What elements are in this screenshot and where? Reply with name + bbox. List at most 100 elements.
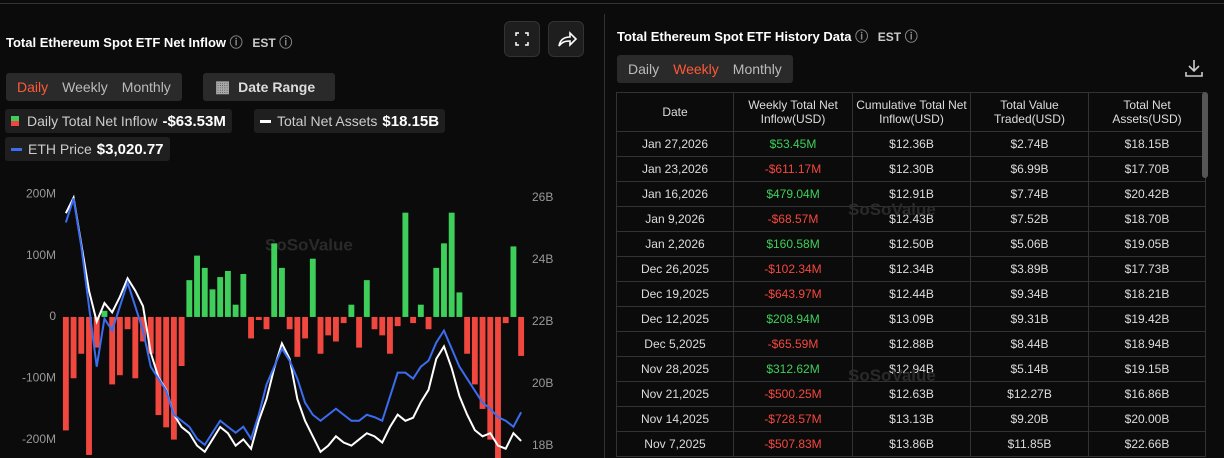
table-cell: $12.43B — [852, 206, 971, 232]
bar — [371, 316, 378, 330]
table-cell: Nov 14,2025 — [616, 406, 734, 432]
table-cell: Dec 12,2025 — [616, 306, 734, 332]
table-cell: $6.99B — [970, 156, 1089, 182]
bar — [518, 316, 525, 356]
table-cell: -$500.25M — [733, 381, 853, 407]
watermark: SoSoValue — [848, 366, 936, 385]
period-tabs: Daily Weekly Monthly — [6, 73, 182, 101]
chart-title: Total Ethereum Spot ETF Net Inflow ⓘ EST… — [6, 35, 293, 50]
bar — [309, 258, 316, 317]
table-cell: $160.58M — [733, 231, 853, 257]
bar — [86, 316, 92, 455]
bar — [471, 316, 478, 385]
column-header: Cumulative Total Net Inflow(USD) — [852, 92, 971, 132]
table-cell: $312.62M — [733, 356, 853, 382]
bar — [194, 255, 200, 317]
bar — [163, 316, 170, 428]
table-cell: $19.15B — [1088, 356, 1206, 382]
legend-value: $18.15B — [382, 112, 440, 130]
tab[interactable]: Monthly — [732, 61, 782, 77]
bar — [317, 316, 324, 354]
top-border — [0, 3, 1224, 4]
bar — [124, 316, 131, 330]
bar — [302, 316, 309, 339]
bar — [333, 316, 339, 342]
table-cell: Dec 26,2025 — [616, 256, 734, 282]
bar — [255, 316, 262, 321]
table-cell: -$728.57M — [733, 406, 853, 432]
y2-tick-label: 26B — [532, 190, 553, 204]
table-cell: -$68.57M — [733, 206, 853, 232]
table-cell: $12.88B — [852, 331, 971, 357]
table-row: Dec 12,2025 $208.94M $13.09B $9.31B $19.42B — [616, 306, 1206, 332]
table-cell: $12.44B — [852, 281, 971, 307]
history-title: Total Ethereum Spot ETF History Data ⓘ E… — [617, 29, 918, 44]
bar — [186, 280, 193, 317]
download-button[interactable] — [1184, 58, 1204, 83]
bar — [379, 316, 386, 336]
bar — [224, 270, 231, 317]
bar — [271, 243, 278, 317]
legend-item[interactable]: Total Net Assets $18.15B — [254, 109, 446, 133]
timezone: EST — [252, 36, 276, 50]
fullscreen-button[interactable] — [504, 21, 540, 57]
tab[interactable]: Daily — [17, 79, 49, 95]
divider — [604, 14, 605, 458]
table-cell: $12.36B — [852, 131, 971, 157]
table-cell: $12.34B — [852, 256, 971, 282]
table-cell: Nov 28,2025 — [616, 356, 734, 382]
column-header: Weekly Total Net Inflow(USD) — [733, 92, 853, 132]
table-cell: $18.21B — [1088, 281, 1206, 307]
scrollbar[interactable] — [1202, 92, 1208, 178]
table-cell: $479.04M — [733, 181, 853, 207]
column-header: Date — [616, 92, 734, 132]
table-cell: $19.42B — [1088, 306, 1206, 332]
table-cell: $18.70B — [1088, 206, 1206, 232]
bar — [387, 316, 393, 354]
table-cell: $16.86B — [1088, 381, 1206, 407]
bar — [286, 316, 293, 330]
bar — [232, 304, 239, 317]
watermark: SoSoValue — [848, 200, 936, 219]
table-cell: $17.73B — [1088, 256, 1206, 282]
table-cell: $9.20B — [970, 406, 1089, 432]
bar — [410, 316, 417, 324]
share-button[interactable] — [548, 21, 584, 57]
bar — [348, 304, 355, 317]
table-cell: Jan 9,2026 — [616, 206, 734, 232]
tab[interactable]: Weekly — [673, 61, 719, 77]
tab[interactable]: Monthly — [121, 79, 171, 95]
table-cell: Jan 27,2026 — [616, 131, 734, 157]
table-cell: $7.74B — [970, 181, 1089, 207]
table-cell: $12.91B — [852, 181, 971, 207]
table-cell: $18.15B — [1088, 131, 1206, 157]
bar — [479, 316, 486, 409]
y2-tick-label: 20B — [532, 376, 553, 390]
tab[interactable]: Weekly — [62, 79, 108, 95]
history-table-wrap: Date Weekly Total Net Inflow(USD) Cumulati… — [616, 92, 1206, 457]
table-cell: $5.06B — [970, 231, 1089, 257]
bar — [356, 316, 363, 348]
table-cell: $208.94M — [733, 306, 853, 332]
line — [64, 194, 522, 454]
line — [64, 198, 523, 447]
column-header: Total Net Assets(USD) — [1088, 92, 1206, 132]
bar — [394, 316, 401, 327]
table-cell: $18.94B — [1088, 331, 1206, 357]
table-row: Nov 21,2025 -$500.25M $12.63B $12.27B $16.86… — [616, 381, 1206, 407]
legend-value: $3,020.77 — [96, 140, 164, 158]
tab[interactable]: Daily — [628, 61, 660, 77]
y2-tick-label: 24B — [532, 252, 553, 266]
date-range-button[interactable]: ▦ Date Range — [203, 73, 335, 101]
bar — [510, 246, 517, 317]
table-cell: $19.05B — [1088, 231, 1206, 257]
table-cell: Dec 5,2025 — [616, 331, 734, 357]
legend-item[interactable]: ETH Price $3,020.77 — [5, 137, 170, 161]
date-range-text: Date Range — [238, 79, 316, 95]
legend-item[interactable]: Daily Total Net Inflow -$63.53M — [5, 109, 232, 133]
bar — [116, 316, 123, 376]
table-cell: $5.14B — [970, 356, 1089, 382]
table-cell: $9.34B — [970, 281, 1089, 307]
table-cell: $2.74B — [970, 131, 1089, 157]
y2-tick-label: 18B — [532, 438, 553, 452]
